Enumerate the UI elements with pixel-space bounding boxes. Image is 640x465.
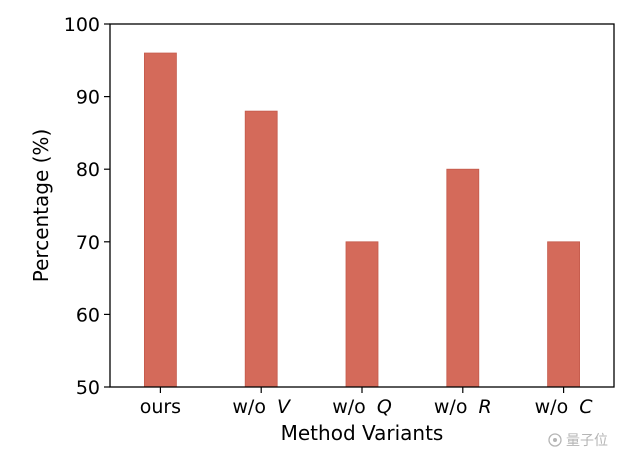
bar xyxy=(143,52,177,388)
bar xyxy=(446,168,480,388)
y-tick-label: 90 xyxy=(76,87,100,109)
x-tick-label: w/o Q xyxy=(332,396,392,418)
watermark-logo-icon xyxy=(548,433,562,447)
y-tick-label: 100 xyxy=(64,14,100,36)
bar xyxy=(547,241,580,388)
x-tick-label: w/o V xyxy=(232,396,292,418)
bar xyxy=(345,241,379,388)
x-tick-label: w/o C xyxy=(535,396,594,418)
y-tick-label: 70 xyxy=(76,232,100,254)
y-tick-label: 50 xyxy=(76,377,100,399)
x-axis-title: Method Variants xyxy=(281,421,444,445)
bars-group xyxy=(143,52,580,388)
watermark-logo-icon-dot xyxy=(553,438,557,442)
bar xyxy=(244,110,278,388)
y-axis-title: Percentage (%) xyxy=(29,129,53,282)
x-axis-ticks: ours w/o V w/o Q w/o R w/o C xyxy=(140,387,594,418)
watermark-text: 量子位 xyxy=(566,433,608,449)
y-tick-label: 60 xyxy=(76,304,100,326)
y-axis-ticks: 50 60 70 80 90 100 xyxy=(64,14,110,399)
y-tick-label: 80 xyxy=(76,159,100,181)
x-tick-label: w/o R xyxy=(434,396,492,418)
x-tick-label: ours xyxy=(140,396,181,418)
watermark: 量子位 xyxy=(548,433,608,449)
